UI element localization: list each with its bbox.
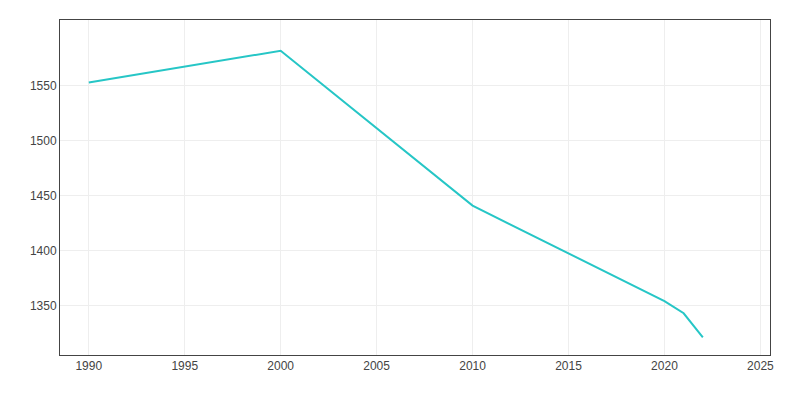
svg-text:1995: 1995	[171, 359, 198, 373]
svg-text:2010: 2010	[459, 359, 486, 373]
svg-text:2020: 2020	[651, 359, 678, 373]
svg-text:1550: 1550	[30, 79, 57, 93]
svg-text:1400: 1400	[30, 244, 57, 258]
svg-text:1450: 1450	[30, 189, 57, 203]
svg-text:2015: 2015	[555, 359, 582, 373]
svg-text:2000: 2000	[267, 359, 294, 373]
svg-text:2025: 2025	[747, 359, 774, 373]
svg-text:1990: 1990	[75, 359, 102, 373]
svg-text:1350: 1350	[30, 299, 57, 313]
svg-text:2005: 2005	[363, 359, 390, 373]
svg-text:1500: 1500	[30, 134, 57, 148]
